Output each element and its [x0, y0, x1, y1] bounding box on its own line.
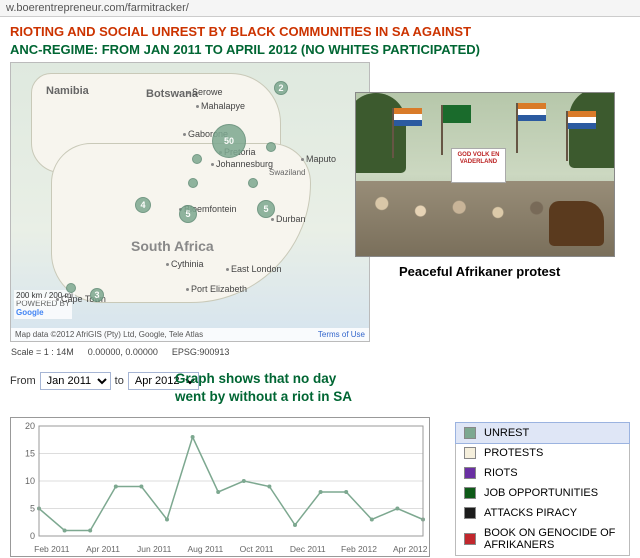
- city-label: Serowe: [192, 87, 223, 97]
- svg-text:15: 15: [25, 449, 35, 459]
- headline-line2: ANC-REGIME: FROM JAN 2011 TO APRIL 2012 …: [10, 41, 630, 59]
- from-select[interactable]: Jan 2011: [40, 372, 111, 390]
- legend-label: ATTACKS PIRACY: [484, 507, 577, 519]
- graph-annotation: Graph shows that no day went by without …: [175, 370, 430, 405]
- map-cluster[interactable]: 50: [212, 124, 246, 158]
- svg-text:10: 10: [25, 476, 35, 486]
- svg-text:Aug 2011: Aug 2011: [188, 544, 224, 554]
- map-cluster[interactable]: 5: [257, 200, 275, 218]
- from-label: From: [10, 375, 36, 387]
- legend-swatch: [464, 533, 476, 545]
- city-label: Johannesburg: [216, 159, 273, 169]
- legend-label: UNREST: [484, 427, 529, 439]
- legend-item[interactable]: ATTACKS PIRACY: [456, 503, 629, 523]
- map-attribution: Map data ©2012 AfriGIS (Pty) Ltd, Google…: [11, 328, 369, 341]
- country-label: Swaziland: [269, 168, 305, 177]
- country-label: South Africa: [131, 238, 214, 254]
- photo-caption: Peaceful Afrikaner protest: [395, 262, 564, 281]
- legend-label: JOB OPPORTUNITIES: [484, 487, 598, 499]
- city-label: East London: [231, 264, 282, 274]
- svg-text:Apr 2011: Apr 2011: [86, 544, 120, 554]
- country-label: Namibia: [46, 85, 89, 97]
- map-cluster[interactable]: 5: [179, 205, 197, 223]
- protest-sign: GOD VOLK EN VADERLAND: [451, 148, 506, 183]
- legend-item[interactable]: BOOK ON GENOCIDE OF AFRIKANERS: [456, 523, 629, 555]
- svg-text:20: 20: [25, 421, 35, 431]
- legend-swatch: [464, 507, 476, 519]
- svg-text:Feb 2012: Feb 2012: [341, 544, 377, 554]
- legend-item[interactable]: JOB OPPORTUNITIES: [456, 483, 629, 503]
- unrest-chart[interactable]: 0 5 10 15 20 Feb 2011 Apr 2011 Jun 2011 Aug 2011…: [10, 417, 430, 557]
- map-cluster[interactable]: 4: [135, 197, 151, 213]
- legend-label: RIOTS: [484, 467, 518, 479]
- city-label: Cythinia: [171, 259, 204, 269]
- map-cluster[interactable]: 2: [274, 81, 288, 95]
- url-bar: w.boerentrepreneur.com/farmitracker/: [0, 0, 640, 17]
- svg-text:Dec 2011: Dec 2011: [290, 544, 326, 554]
- legend-swatch: [464, 447, 476, 459]
- city-label: Maputo: [306, 154, 336, 164]
- legend-item[interactable]: RIOTS: [456, 463, 629, 483]
- svg-text:Feb 2011: Feb 2011: [34, 544, 70, 554]
- svg-text:Apr 2012: Apr 2012: [393, 544, 428, 554]
- legend-swatch: [464, 467, 476, 479]
- legend-label: PROTESTS: [484, 447, 543, 459]
- headline-line1: RIOTING AND SOCIAL UNREST BY BLACK COMMU…: [10, 23, 630, 41]
- legend-item[interactable]: PROTESTS: [456, 443, 629, 463]
- date-filter: From Jan 2011 to Apr 2012: [10, 372, 199, 390]
- svg-text:Jun 2011: Jun 2011: [137, 544, 172, 554]
- to-label: to: [115, 375, 124, 387]
- city-label: Durban: [276, 214, 306, 224]
- page-headline: RIOTING AND SOCIAL UNREST BY BLACK COMMU…: [0, 17, 640, 62]
- map-scale-info: Scale = 1 : 14M 0.00000, 0.00000 EPSG:90…: [11, 347, 229, 357]
- country-label: Botswana: [146, 88, 198, 100]
- legend-swatch: [464, 427, 476, 439]
- map-region[interactable]: POWERED BYGoogle 200 km / 200 mi Map dat…: [10, 62, 370, 342]
- map-cluster[interactable]: 3: [90, 288, 104, 302]
- svg-text:5: 5: [30, 504, 35, 514]
- city-label: Port Elizabeth: [191, 284, 247, 294]
- svg-text:0: 0: [30, 531, 35, 541]
- legend-swatch: [464, 487, 476, 499]
- photo-inset: GOD VOLK EN VADERLAND: [355, 92, 615, 257]
- legend-label: BOOK ON GENOCIDE OF AFRIKANERS: [484, 527, 621, 551]
- city-label: Mahalapye: [201, 101, 245, 111]
- legend-item[interactable]: UNREST: [455, 422, 630, 444]
- svg-text:Oct 2011: Oct 2011: [240, 544, 274, 554]
- legend: UNREST PROTESTS RIOTS JOB OPPORTUNITIES ATTA…: [455, 422, 630, 556]
